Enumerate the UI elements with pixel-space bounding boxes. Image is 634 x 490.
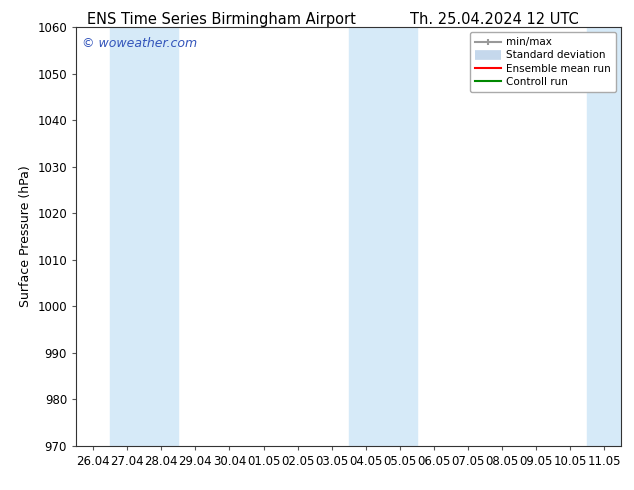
Bar xyxy=(587,27,621,446)
Y-axis label: Surface Pressure (hPa): Surface Pressure (hPa) xyxy=(19,166,32,307)
Text: ENS Time Series Birmingham Airport: ENS Time Series Birmingham Airport xyxy=(87,12,356,27)
Bar xyxy=(349,27,417,446)
Text: Th. 25.04.2024 12 UTC: Th. 25.04.2024 12 UTC xyxy=(410,12,579,27)
Bar xyxy=(110,27,178,446)
Text: © woweather.com: © woweather.com xyxy=(82,37,197,50)
Legend: min/max, Standard deviation, Ensemble mean run, Controll run: min/max, Standard deviation, Ensemble me… xyxy=(470,32,616,92)
